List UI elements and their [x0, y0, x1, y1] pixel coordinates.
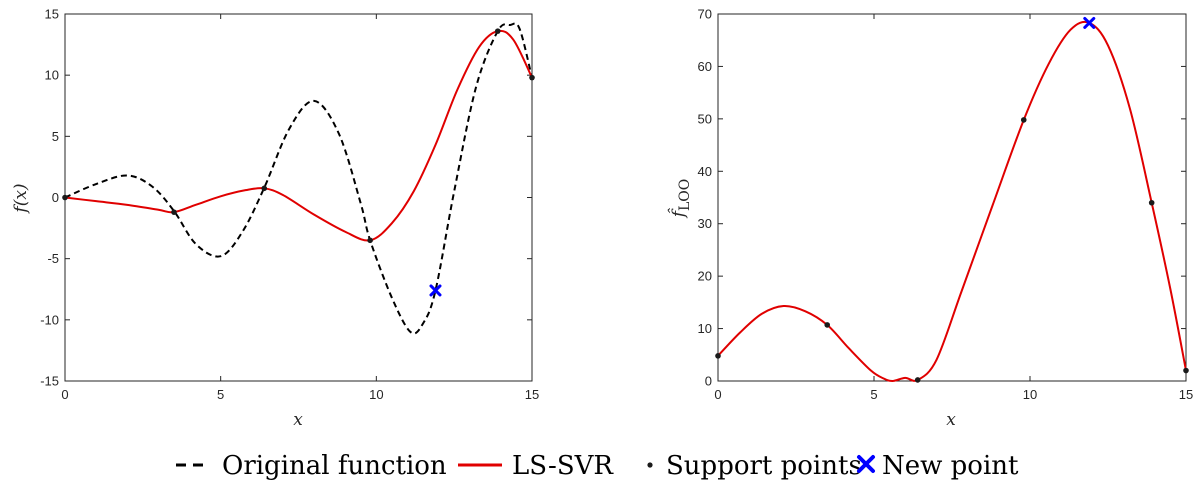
- left-xtick-label: 5: [217, 387, 224, 402]
- right-xtick-label: 10: [1023, 387, 1037, 402]
- right-xtick-label: 5: [870, 387, 877, 402]
- left-ytick-label: -15: [40, 374, 59, 389]
- right-panel: x f̂LOO 0 5 10 15 0 10 20 30 40 50 60 70: [668, 7, 1193, 431]
- right-ytick-label: 20: [698, 269, 712, 284]
- left-ytick-label: 5: [52, 129, 59, 144]
- right-xtick-label: 15: [1179, 387, 1193, 402]
- left-ytick-label: -5: [47, 251, 59, 266]
- left-series-original-function: [64, 22, 533, 335]
- right-series-ls-svr: [717, 20, 1187, 383]
- left-xtick-label: 0: [61, 387, 68, 402]
- right-support-point: [1020, 117, 1027, 123]
- right-support-point: [715, 353, 721, 359]
- left-support-point: [367, 237, 373, 244]
- left-ytick-label: -10: [40, 312, 59, 327]
- right-support-point: [914, 377, 921, 383]
- legend: Original function LS-SVR Support points …: [176, 451, 1019, 481]
- left-xtick-label: 15: [525, 387, 539, 402]
- left-ytick-label: 15: [45, 7, 59, 22]
- left-panel: x f(x) 0 5 10 15 -15 -10 -5 0 5 10 15: [11, 7, 539, 431]
- left-series-ls-svr: [64, 29, 533, 242]
- left-ytick-label: 0: [52, 190, 59, 205]
- right-ytick-label: 60: [698, 59, 712, 74]
- left-axes-box: [64, 13, 533, 382]
- left-new-point: [429, 284, 442, 297]
- right-new-point: [1083, 16, 1096, 29]
- legend-original-label: Original function: [222, 451, 447, 481]
- left-support-point: [62, 194, 68, 201]
- right-ytick-label: 70: [698, 7, 712, 22]
- right-ytick-label: 10: [698, 321, 712, 336]
- right-ytick-label: 40: [698, 164, 712, 179]
- left-xtick-label: 10: [369, 387, 383, 402]
- right-xtick-label: 0: [714, 387, 721, 402]
- left-support-point: [261, 185, 268, 192]
- left-support-point: [529, 74, 535, 81]
- right-axes-box: [717, 13, 1187, 382]
- right-ytick-label: 30: [698, 216, 712, 231]
- left-ytick-label: 10: [45, 68, 59, 83]
- right-support-point: [1183, 367, 1189, 374]
- legend-newpoint-marker: [857, 455, 875, 473]
- left-support-point: [494, 28, 501, 34]
- left-support-point: [171, 209, 177, 215]
- right-support-point: [824, 322, 830, 328]
- right-support-point: [1148, 199, 1155, 206]
- legend-support-label: Support points: [666, 451, 862, 481]
- legend-lssvr-label: LS-SVR: [512, 451, 614, 481]
- left-ylabel: f(x): [11, 183, 31, 214]
- legend-support-marker: [647, 462, 653, 468]
- right-xlabel: x: [946, 410, 956, 430]
- right-ytick-label: 50: [698, 111, 712, 126]
- legend-newpoint-label: New point: [882, 451, 1019, 481]
- right-ylabel: f̂LOO: [668, 179, 693, 220]
- right-ytick-label: 0: [705, 374, 712, 389]
- left-xlabel: x: [293, 410, 303, 430]
